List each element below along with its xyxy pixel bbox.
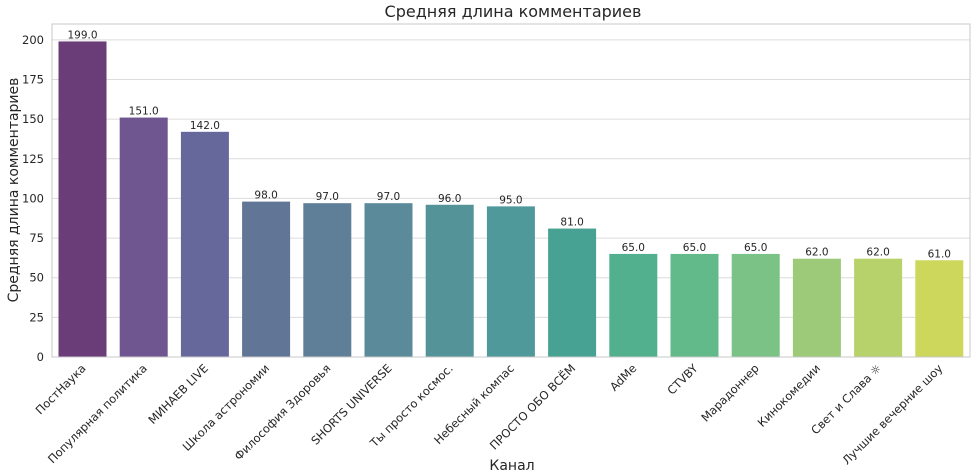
bar-value-label: 61.0 xyxy=(928,248,951,260)
bar-value-label: 97.0 xyxy=(377,191,400,203)
bar-value-label: 62.0 xyxy=(805,247,828,259)
y-tick-label: 150 xyxy=(22,112,44,126)
x-tick-label: Марадоннер xyxy=(698,361,761,424)
bars xyxy=(58,41,964,357)
plot-frame xyxy=(51,23,971,358)
x-tick-label: Популярная политика xyxy=(45,361,150,466)
x-axis-label: Канал xyxy=(489,458,534,473)
bar xyxy=(854,258,903,357)
bar-value-label: 65.0 xyxy=(622,242,645,254)
chart-title: Средняя длина комментариев xyxy=(385,2,642,21)
bar xyxy=(486,206,535,357)
bar xyxy=(242,201,291,357)
bar-value-label: 81.0 xyxy=(560,217,583,229)
bar-value-label: 95.0 xyxy=(499,194,522,206)
bar-value-label: 65.0 xyxy=(744,242,767,254)
bar xyxy=(58,41,107,357)
bar-value-label: 65.0 xyxy=(683,242,706,254)
bar-value-label: 142.0 xyxy=(190,120,220,132)
x-tick-label: Лучшие вечерние шоу xyxy=(839,361,945,467)
y-axis-label: Средняя длина комментариев xyxy=(6,78,22,303)
bar-value-label: 96.0 xyxy=(438,193,461,205)
bar-value-label: 199.0 xyxy=(67,29,97,41)
bar-value-label: 98.0 xyxy=(254,190,277,202)
x-tick-label: AdMe xyxy=(607,361,640,394)
x-tick-label: Кинокомедии xyxy=(755,361,823,429)
y-tick-label: 125 xyxy=(22,152,44,166)
bar xyxy=(609,253,658,357)
y-tick-label: 50 xyxy=(29,271,44,285)
x-tick-label: МИНАЕВ LIVE xyxy=(145,361,211,427)
y-tick-label: 25 xyxy=(29,310,44,324)
bar xyxy=(425,204,474,357)
bar xyxy=(731,253,780,357)
x-tick-label: ПостНаука xyxy=(33,361,89,417)
bar xyxy=(670,253,719,357)
y-tick-label: 75 xyxy=(29,231,44,245)
y-tick-label: 200 xyxy=(22,33,44,47)
x-tick-label: CTVBY xyxy=(664,361,701,398)
bar xyxy=(364,203,413,357)
y-tick-label: 175 xyxy=(22,73,44,87)
bar xyxy=(792,258,841,357)
bar xyxy=(548,228,597,357)
data-labels: 199.0 151.0 142.0 98.0 97.0 97.0 96.0 95.0 81.0 6… xyxy=(67,29,951,260)
bar-value-label: 97.0 xyxy=(316,191,339,203)
bar xyxy=(303,203,352,357)
bar xyxy=(915,260,964,357)
y-axis-ticks: 0 25 50 75 100 125 150 175 200 xyxy=(22,33,44,364)
bar xyxy=(180,131,229,357)
bar xyxy=(119,117,168,357)
bar-value-label: 151.0 xyxy=(129,106,159,118)
bar-value-label: 62.0 xyxy=(866,247,889,259)
y-tick-label: 0 xyxy=(37,350,44,364)
y-tick-label: 100 xyxy=(22,191,44,205)
